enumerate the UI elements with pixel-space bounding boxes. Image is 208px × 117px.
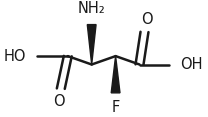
Text: NH₂: NH₂	[78, 1, 106, 16]
Text: OH: OH	[180, 57, 203, 72]
Text: F: F	[111, 100, 120, 115]
Polygon shape	[87, 25, 96, 64]
Polygon shape	[111, 56, 120, 93]
Text: HO: HO	[3, 49, 26, 64]
Text: O: O	[53, 94, 65, 109]
Text: O: O	[141, 12, 152, 27]
